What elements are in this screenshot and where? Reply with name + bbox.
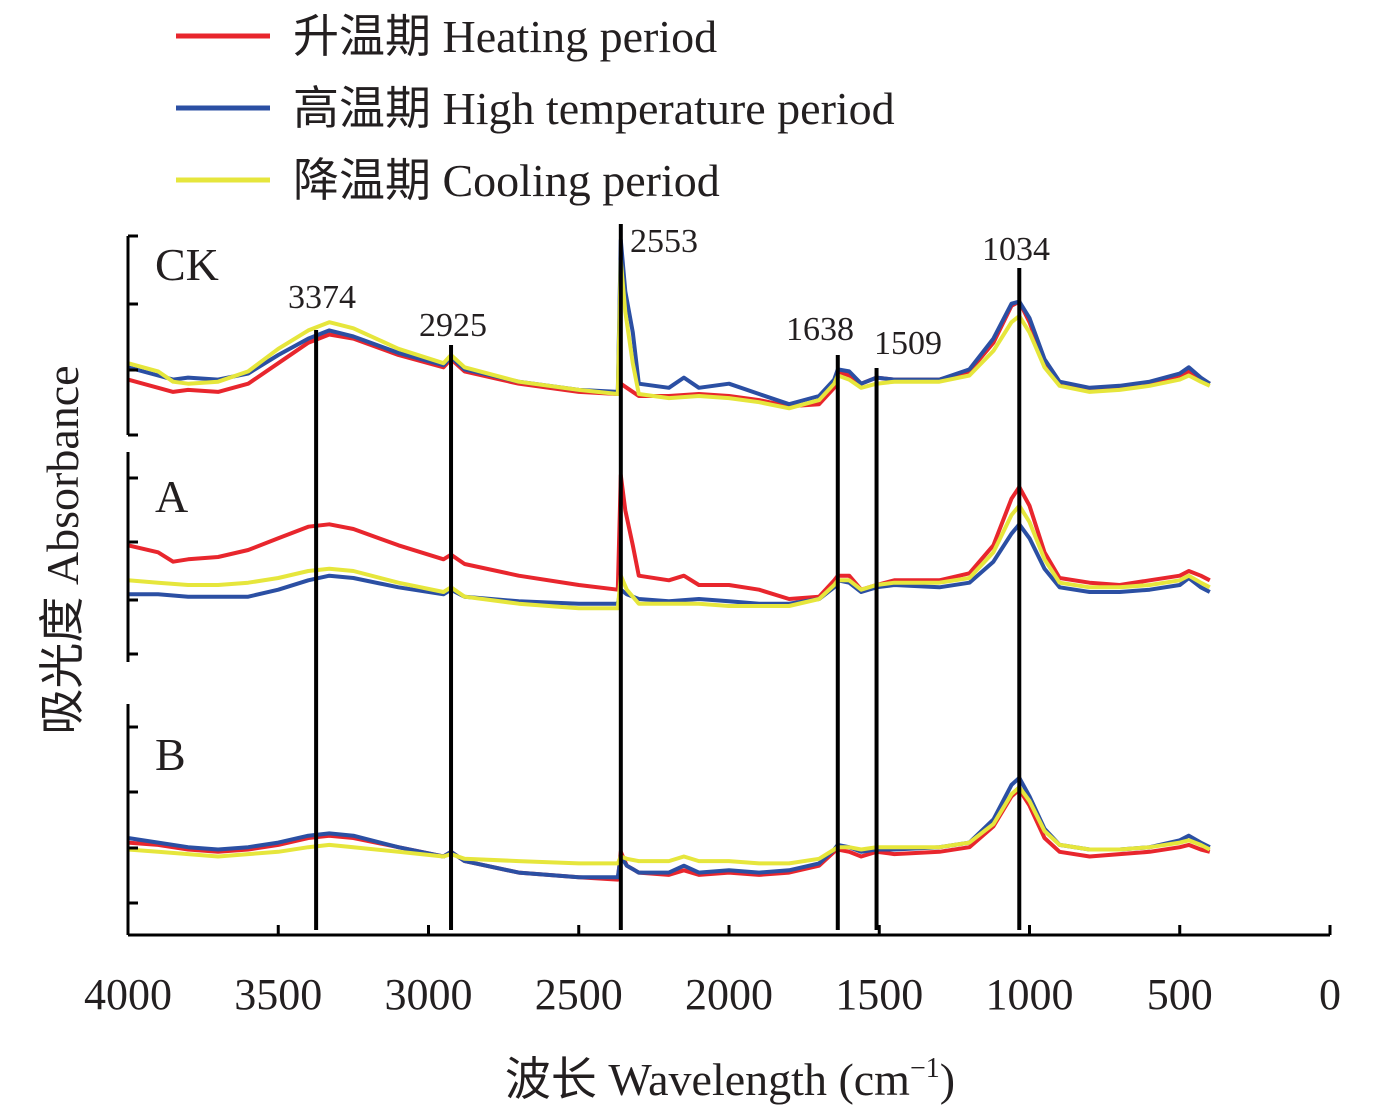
- legend-label-1: 升温期 Heating period: [293, 11, 717, 62]
- peak-markers: 3374 2925 2553 1638 1509 1034: [288, 223, 1050, 930]
- panel-b: [127, 775, 1211, 882]
- x-tick-label-1500: 1500: [835, 970, 923, 1019]
- panel-label-b: B: [155, 729, 186, 780]
- peak-label-1034: 1034: [982, 231, 1050, 268]
- x-tick-label-0: 0: [1319, 970, 1341, 1019]
- x-tick-label-1000: 1000: [986, 970, 1074, 1019]
- series-line-a-3: [127, 503, 1211, 611]
- series-line-ck-1: [127, 299, 1211, 409]
- peak-label-2553: 2553: [630, 223, 698, 260]
- x-tick-label-500: 500: [1147, 970, 1213, 1019]
- series-line-ck-2: [127, 238, 1211, 407]
- y-axis-title: 吸光度 Absorbance: [37, 365, 88, 734]
- x-axis-title-close: ): [940, 1054, 955, 1105]
- series-layer: [127, 238, 1211, 882]
- legend: 升温期 Heating period 高温期 High temperature p…: [176, 11, 895, 206]
- series-line-b-3: [127, 785, 1211, 866]
- panel-ck: [127, 238, 1211, 411]
- peak-label-1509: 1509: [874, 325, 942, 362]
- x-axis-title-text: 波长 Wavelength (cm: [505, 1054, 910, 1105]
- series-line-a-2: [128, 522, 1211, 606]
- legend-label-2: 高温期 High temperature period: [293, 83, 895, 134]
- labels: CK A B: [155, 239, 219, 780]
- x-tick-label-2500: 2500: [535, 970, 623, 1019]
- x-tick-label-2000: 2000: [685, 970, 773, 1019]
- panel-label-ck: CK: [155, 239, 219, 290]
- series-line-ck-3: [127, 258, 1211, 411]
- series-line-b-1: [127, 787, 1211, 882]
- x-axis-title-exponent: −1: [910, 1053, 940, 1084]
- x-tick-label-3000: 3000: [385, 970, 473, 1019]
- peak-label-1638: 1638: [786, 311, 854, 348]
- panel-label-a: A: [155, 471, 188, 522]
- panel-a: [127, 473, 1211, 611]
- x-tick-label-4000: 4000: [84, 970, 172, 1019]
- peak-label-3374: 3374: [288, 279, 356, 316]
- axes: 4000 3500 3000 2500 2000 1500 1000 500 0: [84, 234, 1341, 1019]
- peak-label-2925: 2925: [419, 307, 487, 344]
- x-tick-label-3500: 3500: [234, 970, 322, 1019]
- legend-label-3: 降温期 Cooling period: [293, 155, 720, 206]
- series-line-a-1: [127, 473, 1211, 601]
- x-axis-title: 波长 Wavelength (cm−1): [505, 1053, 955, 1105]
